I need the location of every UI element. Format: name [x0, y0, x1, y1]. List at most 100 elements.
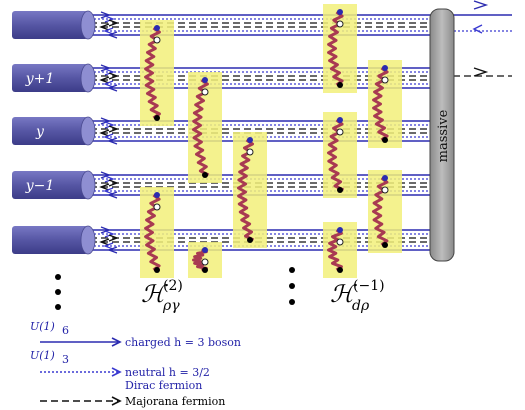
legend-charged-group-sub: 6: [62, 324, 69, 337]
legend-majorana: Majorana fermion: [40, 395, 225, 408]
operator-rho-gamma-subscript: ργ: [162, 298, 180, 314]
spring-path: [192, 78, 210, 177]
wire-arrow: [104, 175, 115, 183]
legend-neutral-text: neutral h = 3/2: [125, 366, 210, 379]
coupling-endpoint: [382, 242, 388, 248]
wire-arrow: [99, 76, 110, 84]
coupling-endpoint: [154, 267, 160, 273]
ellipsis-left: [55, 274, 61, 310]
wire-cylinder: [12, 64, 88, 92]
wire-arrow: [107, 191, 118, 199]
coupling-endpoint: [337, 227, 343, 233]
coupling-endpoint: [337, 117, 343, 123]
wire-cylinder: [12, 11, 88, 39]
coupling-endpoint: [154, 115, 160, 121]
wire-cylinder: [12, 226, 88, 254]
operator-d-rho: ℋ (−1) dρ: [330, 278, 385, 314]
spring-coupling: [140, 187, 174, 278]
coupling-endpoint: [201, 258, 209, 266]
coupling-endpoint: [202, 247, 208, 253]
coupling-endpoint: [336, 128, 344, 136]
coupling-endpoint: [202, 172, 208, 178]
wire-arrow: [472, 24, 483, 34]
wire-arrow: [473, 67, 489, 77]
spring-coupling: [188, 242, 222, 278]
legend-neutral-text2: Dirac fermion: [125, 379, 202, 392]
wire-arrow: [100, 171, 111, 179]
operator-rho-gamma: ℋ (2) ργ: [141, 278, 183, 314]
massive-region: massive: [429, 8, 455, 262]
wire-arrow: [103, 80, 114, 88]
wire-arrow: [100, 64, 111, 72]
coupling-endpoint: [153, 203, 161, 211]
wire-cylinder: [12, 117, 88, 145]
operator-d-rho-symbol: ℋ: [330, 280, 357, 308]
wire-arrow: [99, 238, 110, 246]
legend-neutral-group-sub: 3: [62, 353, 69, 366]
wire-arrow: [103, 133, 114, 141]
legend-neutral-group: U(1): [30, 349, 55, 362]
spring-coupling: [368, 60, 402, 148]
coupling-endpoint: [382, 137, 388, 143]
coupling-endpoint: [337, 9, 343, 15]
operator-rho-gamma-superscript: (2): [163, 278, 183, 294]
coupling-endpoint: [246, 148, 254, 156]
wire-arrow: [108, 19, 119, 27]
wire-arrow: [107, 137, 118, 145]
operator-d-rho-subscript: dρ: [352, 298, 370, 314]
spring-coupling: [323, 112, 357, 198]
legend-charged-text: charged h = 3 boson: [125, 336, 241, 349]
coupling-highlight: [323, 4, 357, 93]
coupling-endpoint: [336, 20, 344, 28]
legend-neutral: U(1) 3 neutral h = 3/2 Dirac fermion: [30, 349, 210, 392]
coupling-endpoint: [381, 186, 389, 194]
operator-rho-gamma-symbol: ℋ: [141, 280, 168, 308]
wire-arrow: [108, 234, 119, 242]
wire-cylinder-end: [80, 63, 96, 93]
wire-cylinder: [12, 171, 88, 199]
wire-label: y−1: [25, 178, 55, 194]
coupling-endpoint: [381, 76, 389, 84]
wire-arrow: [103, 242, 114, 250]
coupling-endpoint: [202, 77, 208, 83]
wire-arrow: [103, 187, 114, 195]
spring-coupling: [233, 132, 267, 248]
massive-box: [429, 8, 455, 262]
spring-path: [327, 228, 343, 272]
legend: U(1) 6 charged h = 3 boson U(1) 3 neutra…: [30, 320, 241, 408]
wire-label: y: [35, 124, 45, 140]
coupling-endpoint: [382, 65, 388, 71]
wire-arrow: [99, 183, 110, 191]
wire-arrow: [107, 246, 118, 254]
wire-arrow: [104, 68, 115, 76]
coupling-endpoint: [337, 267, 343, 273]
wire-arrow: [108, 125, 119, 133]
spring-coupling: [140, 20, 174, 126]
wire-cylinder-end: [80, 10, 96, 40]
operator-d-rho-superscript: (−1): [353, 278, 385, 294]
wire-arrow: [473, 0, 489, 10]
wire-arrow: [99, 129, 110, 137]
wire-arrow: [107, 31, 118, 39]
coupling-endpoint: [247, 237, 253, 243]
spring-path: [237, 138, 255, 242]
wire-arrow: [100, 11, 111, 19]
wire-label: y+1: [25, 71, 55, 87]
coupling-endpoint: [154, 192, 160, 198]
coupling-endpoint: [336, 238, 344, 246]
coupling-highlight: [140, 187, 174, 278]
spring-path: [144, 26, 161, 120]
coupling-endpoint: [202, 267, 208, 273]
coupling-springs: [140, 4, 402, 278]
wire-arrow: [107, 84, 118, 92]
coupling-endpoint: [382, 175, 388, 181]
wire-cylinder-end: [80, 116, 96, 146]
coupling-endpoint: [201, 88, 209, 96]
legend-charged: U(1) 6 charged h = 3 boson: [30, 320, 241, 349]
coupling-endpoint: [337, 82, 343, 88]
wire-arrow: [99, 23, 110, 31]
wire-arrow: [103, 27, 114, 35]
wire-cylinder-end: [80, 225, 96, 255]
spring-coupling: [188, 72, 222, 183]
